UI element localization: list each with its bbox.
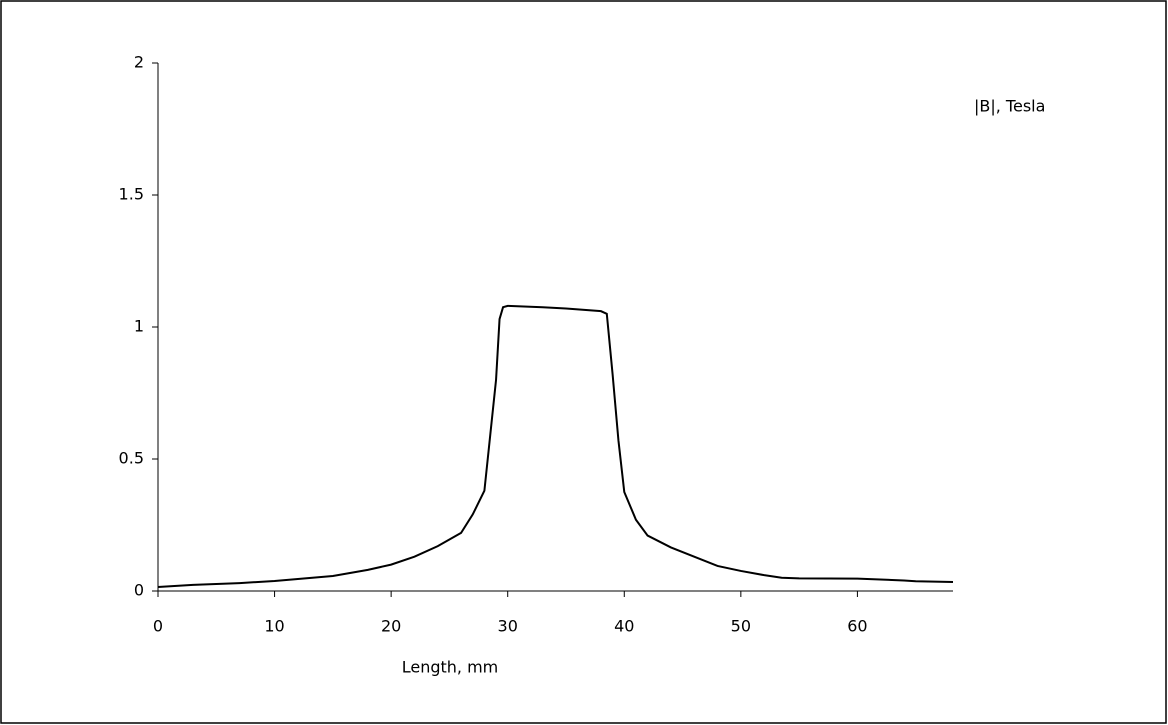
y-tick-label: 1	[134, 317, 144, 336]
y-tick-label: 0.5	[119, 449, 144, 468]
x-tick-label: 0	[153, 617, 163, 636]
x-tick-label: 10	[264, 617, 284, 636]
x-tick-label: 30	[498, 617, 518, 636]
y-tick-label: 0	[134, 581, 144, 600]
x-tick-label: 60	[847, 617, 867, 636]
x-axis-label: Length, mm	[402, 658, 499, 677]
y-tick-label: 2	[134, 53, 144, 72]
x-tick-label: 20	[381, 617, 401, 636]
series-line	[157, 304, 954, 589]
y-tick-label: 1.5	[119, 185, 144, 204]
legend-label: |B|, Tesla	[974, 97, 1045, 116]
x-tick-label: 50	[731, 617, 751, 636]
x-tick-label: 40	[614, 617, 634, 636]
